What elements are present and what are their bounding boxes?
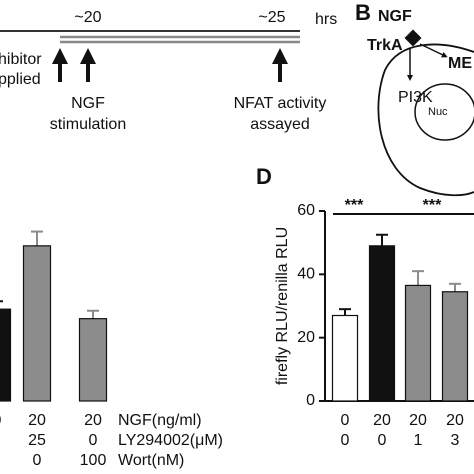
kinase-label: ME [448, 55, 472, 72]
y-axis-label: firefly RLU/renilla RLU [274, 227, 291, 385]
x-tick-label: 0 [33, 452, 42, 469]
bar [0, 308, 12, 402]
significance-label: *** [423, 197, 442, 214]
y-tick-label: 0 [306, 392, 315, 409]
step-label: pplied [0, 71, 41, 88]
y-tick-label: 60 [297, 202, 315, 219]
receptor-label: TrkA [367, 37, 403, 54]
x-tick-label: 100 [80, 452, 107, 469]
x-tick-label: 0 [341, 412, 350, 429]
x-tick-label: 0 [378, 432, 387, 449]
x-tick-label: 20 [28, 412, 46, 429]
nucleus [414, 83, 474, 141]
step-label: NGF [71, 95, 105, 112]
step-label: NFAT activity [234, 95, 327, 112]
receptor [404, 29, 422, 47]
x-tick-label: 1 [414, 432, 423, 449]
x-tick-label: 20 [84, 412, 102, 429]
x-tick-label: 20 [409, 412, 427, 429]
x-tick-label: 20 [373, 412, 391, 429]
kinase-label: PI3K [398, 89, 433, 106]
time-mark: ~20 [74, 9, 101, 26]
timeline: ~20 ~25 hrs hibitor pplied NGF stimulati… [0, 9, 337, 133]
arrow [419, 43, 448, 58]
bar [404, 284, 432, 402]
row-label: LY294002(μM) [118, 432, 223, 449]
bar [441, 291, 469, 402]
panel-label: D [256, 164, 272, 189]
time-unit: hrs [315, 11, 337, 28]
row-label: Wort(nM) [118, 452, 184, 469]
bar [368, 245, 396, 402]
x-tick-label: 0 [341, 432, 350, 449]
x-tick-label: 0 [89, 432, 98, 449]
significance-label: *** [345, 197, 364, 214]
pathway-diagram: B NGF TrkA ME PI3K Nuc [355, 0, 474, 197]
panel-label: B [355, 0, 371, 25]
bar [331, 314, 359, 402]
ligand-label: NGF [378, 8, 412, 25]
time-mark: ~25 [258, 9, 285, 26]
x-tick-label: 3 [451, 432, 460, 449]
x-tick-label: 20 [446, 412, 464, 429]
charts: 02020NGF(ng/ml)250LY294002(μM)0100Wort(n… [0, 164, 474, 469]
y-tick-label: 20 [297, 329, 315, 346]
x-tick-label: 25 [28, 432, 46, 449]
nucleus-label: Nuc [428, 106, 448, 118]
bar [22, 245, 52, 402]
y-tick-label: 40 [297, 266, 315, 283]
step-label: hibitor [0, 51, 42, 68]
step-label: assayed [250, 116, 310, 133]
bar [78, 318, 108, 402]
row-label: NGF(ng/ml) [118, 412, 202, 429]
step-label: stimulation [50, 116, 126, 133]
x-tick-label: 0 [0, 412, 2, 429]
